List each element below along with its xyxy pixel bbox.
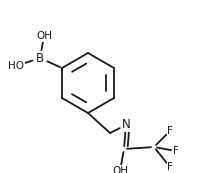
Text: N: N [122, 119, 130, 131]
Text: B: B [36, 52, 44, 65]
Text: OH: OH [36, 31, 52, 41]
Text: F: F [167, 162, 173, 172]
Text: F: F [167, 126, 173, 136]
Text: OH: OH [112, 166, 128, 173]
Text: HO: HO [8, 61, 24, 71]
Text: F: F [173, 146, 179, 156]
